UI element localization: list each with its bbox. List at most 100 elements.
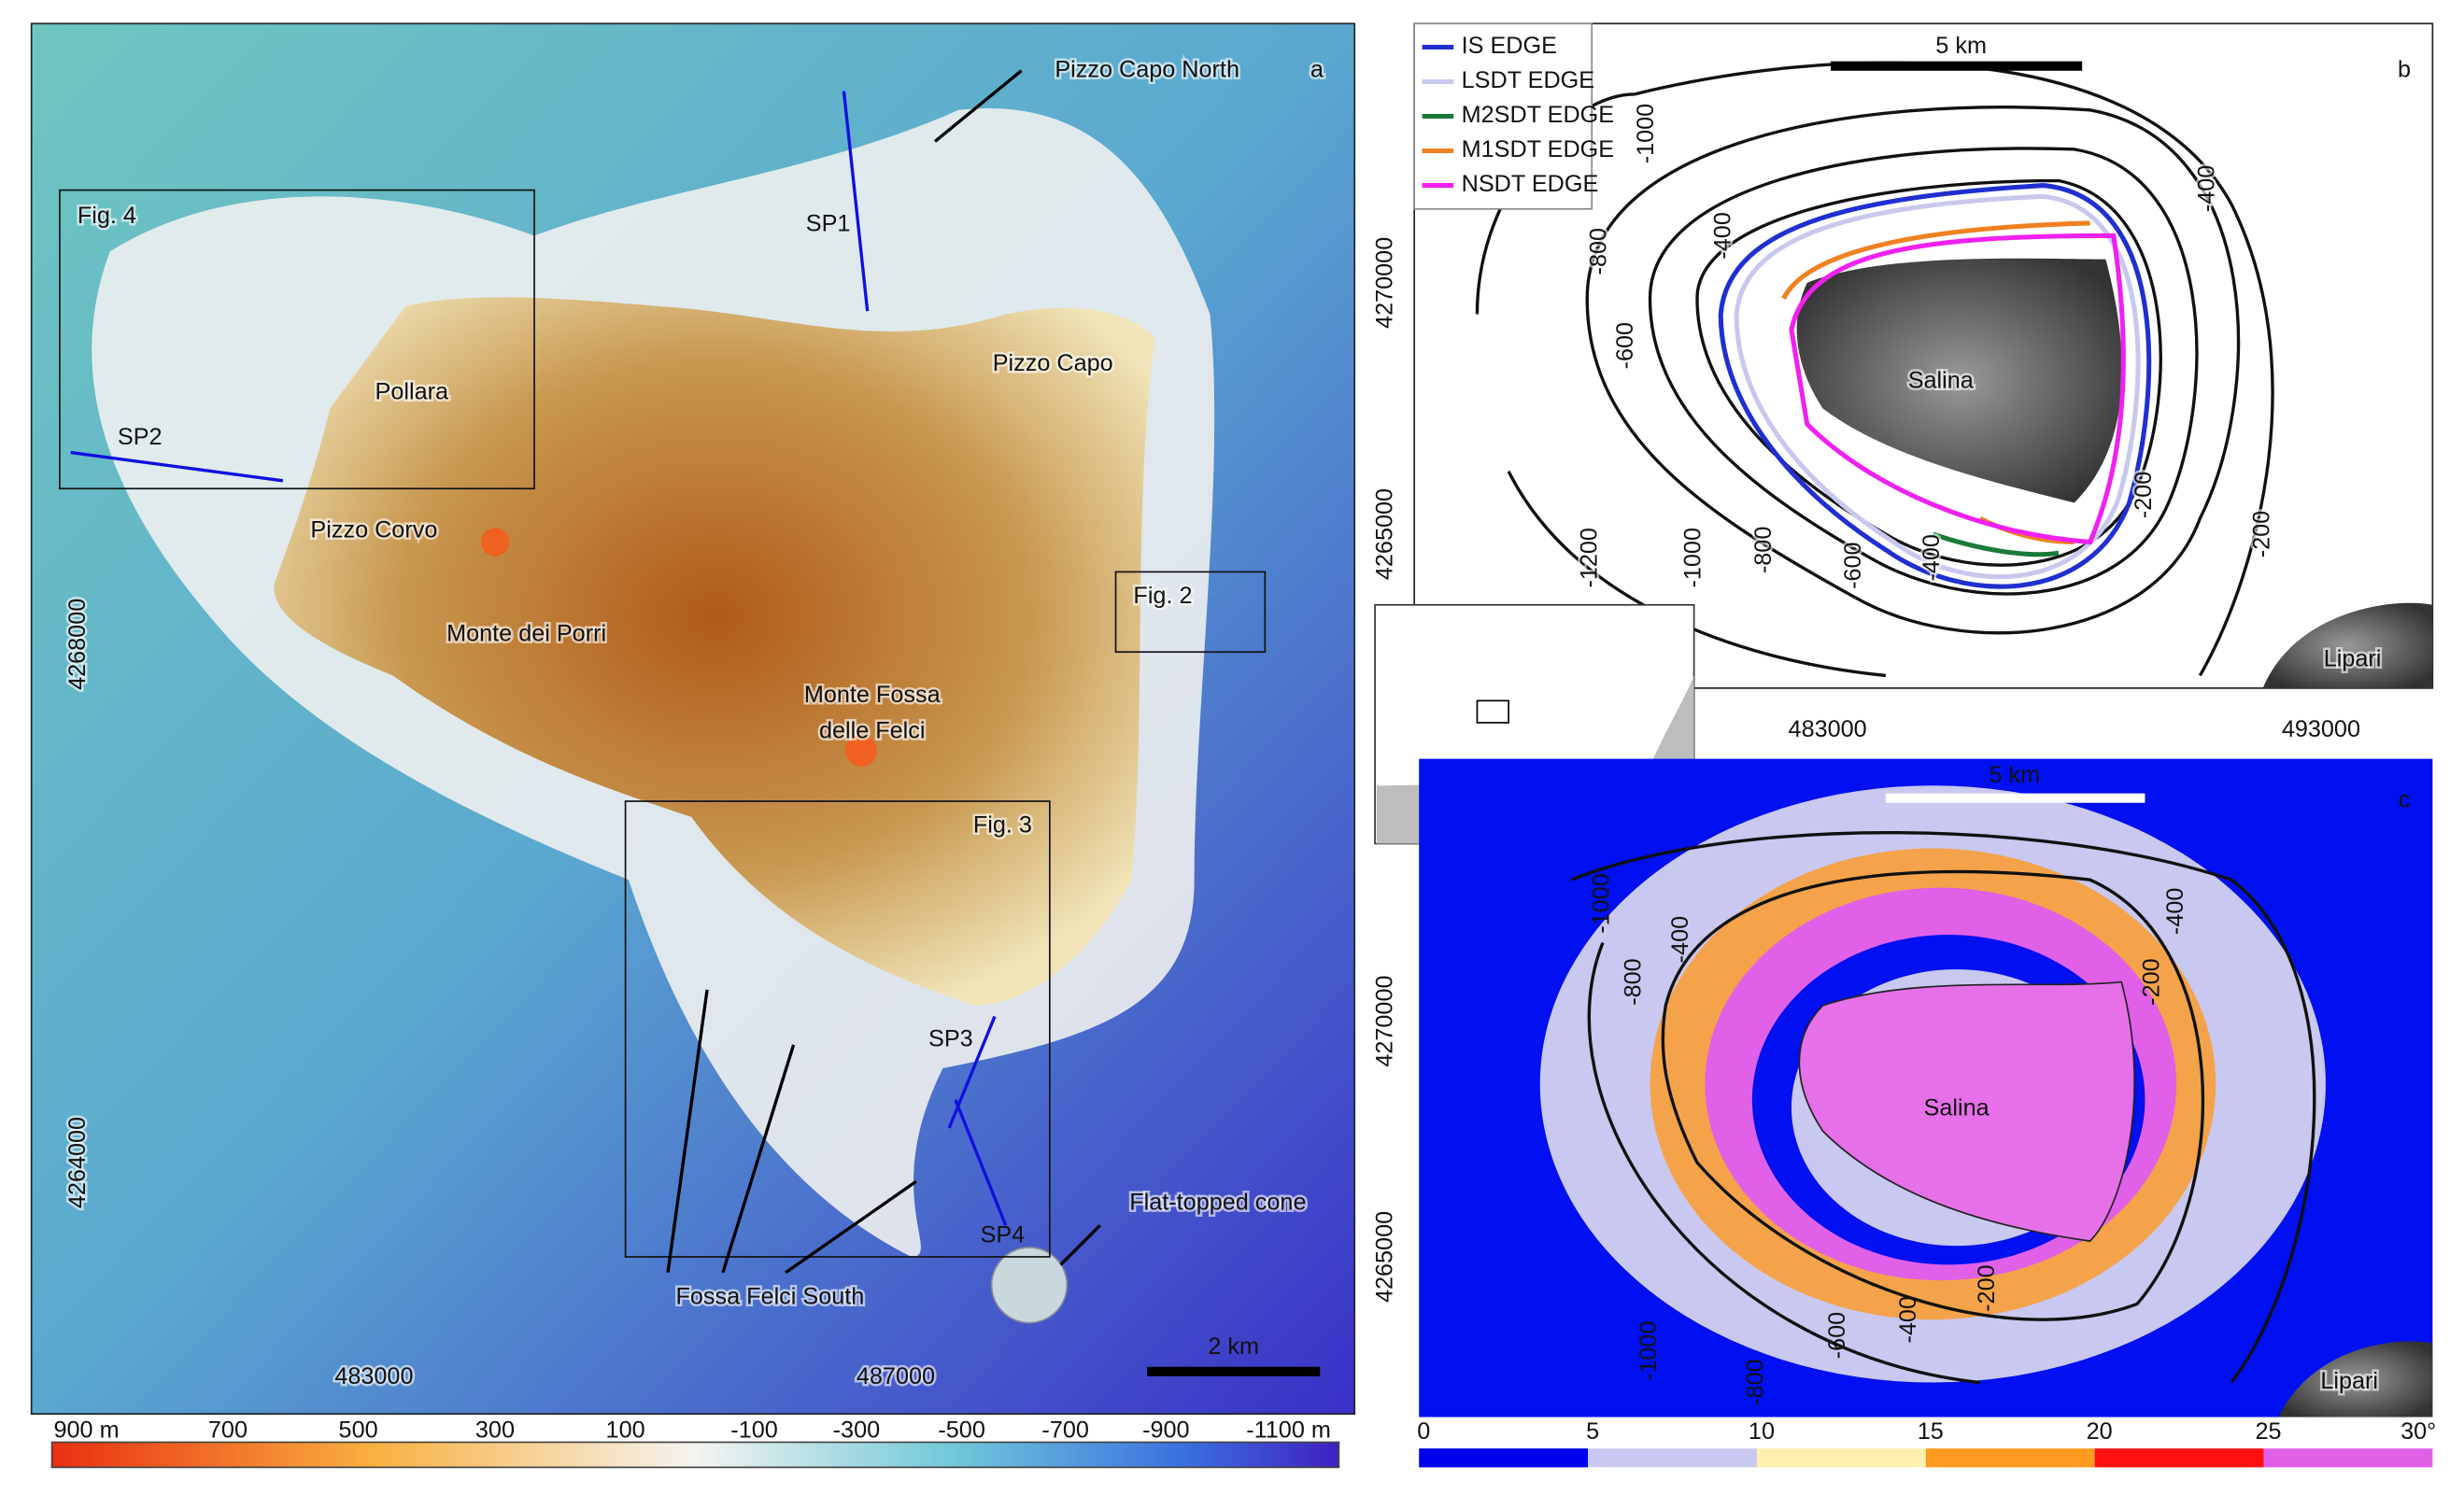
place-label: Pollara	[375, 378, 449, 404]
place-label: Pizzo Corvo	[310, 516, 437, 543]
panel-letter: a	[1310, 56, 1324, 82]
legend-label: LSDT EDGE	[1462, 67, 1594, 93]
seismic-profile	[70, 450, 284, 483]
contour-label: -600	[1824, 1312, 1850, 1359]
colorbar-label: 15	[1918, 1418, 1944, 1445]
contour-label: -400	[1919, 534, 1945, 581]
colorbar-label: 10	[1749, 1418, 1775, 1445]
salina-island	[1796, 258, 2122, 503]
contour-label: -1000	[1679, 528, 1706, 588]
figure-box	[1114, 571, 1267, 654]
colorbar-label: -1100 m	[1246, 1417, 1331, 1443]
northing-label: 4264000	[64, 1117, 91, 1208]
colorbar-segment	[2094, 1448, 2264, 1468]
colorbar-label: 25	[2256, 1418, 2282, 1445]
panel-letter: b	[2398, 56, 2411, 82]
contour-line	[1648, 147, 2199, 596]
northing-label: 4265000	[1372, 1211, 1398, 1303]
colorbar-label: 5	[1586, 1418, 1599, 1445]
scale-bar	[1830, 61, 2083, 71]
seismic-profile	[954, 1099, 1008, 1226]
easting-label: 493000	[2282, 716, 2360, 742]
seismic-profile	[842, 91, 870, 312]
colorbar-label: 700	[208, 1417, 248, 1443]
easting-label: 487000	[857, 1363, 935, 1389]
lipari-island	[2278, 1341, 2433, 1417]
colorbar-segment	[1588, 1448, 1757, 1468]
colorbar-label: 0	[1417, 1418, 1430, 1445]
profile-label: SP3	[928, 1025, 973, 1051]
contour-label: -800	[1620, 958, 1646, 1005]
northing-label: 4268000	[64, 599, 91, 690]
figure-box	[624, 800, 1051, 1258]
figure-box	[59, 189, 535, 490]
figure-label: Fig. 3	[973, 812, 1032, 839]
island-label: Lipari	[2320, 1368, 2378, 1394]
colorbar-label: 300	[475, 1417, 515, 1443]
contour-label: -400	[1709, 212, 1735, 259]
arrow	[666, 989, 709, 1274]
legend-label: M2SDT EDGE	[1462, 102, 1615, 128]
contour-label: -200	[2131, 472, 2157, 518]
salina-island	[1798, 980, 2135, 1243]
colorbar-label: -700	[1041, 1417, 1088, 1443]
colorbar-segment	[2263, 1448, 2433, 1468]
contour-label: -1000	[1636, 1321, 1662, 1382]
easting-label: 483000	[334, 1363, 413, 1389]
colorbar-segment	[1925, 1448, 2095, 1468]
contour-line	[1695, 178, 2162, 567]
profile-label: SP4	[981, 1222, 1026, 1248]
northing-label: 4270000	[1372, 975, 1398, 1066]
place-label: Pizzo Capo	[993, 350, 1113, 376]
contour-label: -800	[1743, 1359, 1769, 1405]
scale-bar	[1147, 1366, 1321, 1376]
place-label: Fossa Felci South	[675, 1283, 864, 1309]
contour-label: -400	[2162, 888, 2188, 935]
contour-label: -600	[1612, 322, 1638, 369]
colorbar-label: 500	[339, 1417, 378, 1443]
scale-label: 5 km	[1990, 762, 2041, 788]
contour-line	[1634, 61, 2274, 677]
edge-line	[1718, 183, 2152, 589]
seismic-profile	[947, 1015, 997, 1129]
northing-label: 4265000	[1372, 488, 1398, 580]
northing-label: 4270000	[1372, 237, 1398, 329]
profile-label: SP1	[806, 210, 851, 236]
colorbar-segment	[1419, 1448, 1589, 1468]
inset-box	[1476, 699, 1509, 724]
arrow	[721, 1044, 796, 1274]
edge-line	[1789, 233, 2126, 545]
place-label: Pizzo Capo North	[1055, 56, 1239, 82]
colorbar-label: -500	[938, 1417, 984, 1443]
contour-label: -400	[1667, 916, 1693, 963]
panel-letter: c	[2399, 787, 2411, 813]
lipari-island	[2262, 602, 2433, 688]
contour-label: -400	[1895, 1296, 1921, 1343]
crater	[845, 735, 877, 768]
colorbar-label: -100	[730, 1417, 777, 1443]
colorbar-label: -900	[1142, 1417, 1189, 1443]
profile-label: SP2	[118, 424, 163, 450]
place-label: Flat-topped cone	[1129, 1189, 1306, 1215]
easting-label: 483000	[1789, 716, 1867, 742]
colorbar-label: 100	[606, 1417, 645, 1443]
legend-box	[1413, 22, 1593, 210]
place-label: delle Felci	[819, 718, 926, 744]
legend-label: M1SDT EDGE	[1462, 136, 1615, 162]
island-label: Salina	[1908, 368, 1975, 394]
arrow	[933, 69, 1023, 143]
legend-label: NSDT EDGE	[1462, 171, 1599, 197]
scale-bar	[1885, 793, 2145, 803]
place-label: Monte dei Porri	[446, 620, 606, 646]
contour-label: -200	[1974, 1264, 2000, 1311]
contour-label: -200	[2248, 511, 2274, 557]
island-label: Lipari	[2324, 645, 2382, 671]
contour-label: -800	[1585, 228, 1611, 275]
arrow	[1059, 1224, 1101, 1266]
contour-label: -1000	[1589, 873, 1615, 933]
legend-label: IS EDGE	[1462, 33, 1557, 59]
contour-label: -600	[1840, 542, 1866, 588]
colorbar-label: 30°	[2400, 1418, 2436, 1445]
place-label: Monte Fossa	[804, 682, 942, 708]
contour-label: -1000	[1633, 104, 1659, 164]
